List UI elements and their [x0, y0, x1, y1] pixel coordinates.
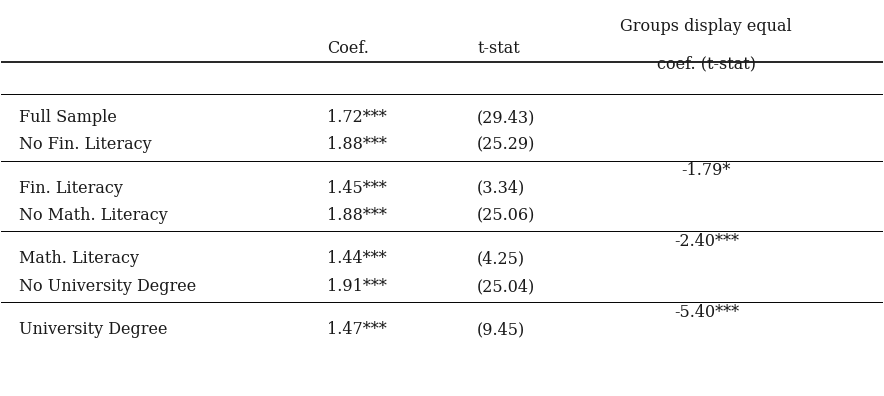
- Text: (25.04): (25.04): [477, 278, 536, 295]
- Text: No Fin. Literacy: No Fin. Literacy: [19, 136, 152, 153]
- Text: (25.29): (25.29): [477, 136, 536, 153]
- Text: 1.45***: 1.45***: [327, 180, 387, 197]
- Text: Fin. Literacy: Fin. Literacy: [19, 180, 123, 197]
- Text: Groups display equal: Groups display equal: [621, 19, 792, 36]
- Text: 1.44***: 1.44***: [327, 250, 387, 267]
- Text: -2.40***: -2.40***: [674, 233, 739, 250]
- Text: 1.88***: 1.88***: [327, 207, 387, 224]
- Text: No Math. Literacy: No Math. Literacy: [19, 207, 168, 224]
- Text: University Degree: University Degree: [19, 321, 167, 338]
- Text: Full Sample: Full Sample: [19, 109, 117, 126]
- Text: 1.47***: 1.47***: [327, 321, 387, 338]
- Text: -5.40***: -5.40***: [674, 304, 739, 320]
- Text: (29.43): (29.43): [477, 109, 536, 126]
- Text: coef. (t-stat): coef. (t-stat): [657, 56, 756, 73]
- Text: (9.45): (9.45): [477, 321, 525, 338]
- Text: Coef.: Coef.: [327, 40, 370, 57]
- Text: Math. Literacy: Math. Literacy: [19, 250, 139, 267]
- Text: 1.88***: 1.88***: [327, 136, 387, 153]
- Text: 1.91***: 1.91***: [327, 278, 387, 295]
- Text: (25.06): (25.06): [477, 207, 536, 224]
- Text: 1.72***: 1.72***: [327, 109, 387, 126]
- Text: No University Degree: No University Degree: [19, 278, 196, 295]
- Text: (4.25): (4.25): [477, 250, 525, 267]
- Text: -1.79*: -1.79*: [682, 162, 731, 179]
- Text: t-stat: t-stat: [477, 40, 520, 57]
- Text: (3.34): (3.34): [477, 180, 525, 197]
